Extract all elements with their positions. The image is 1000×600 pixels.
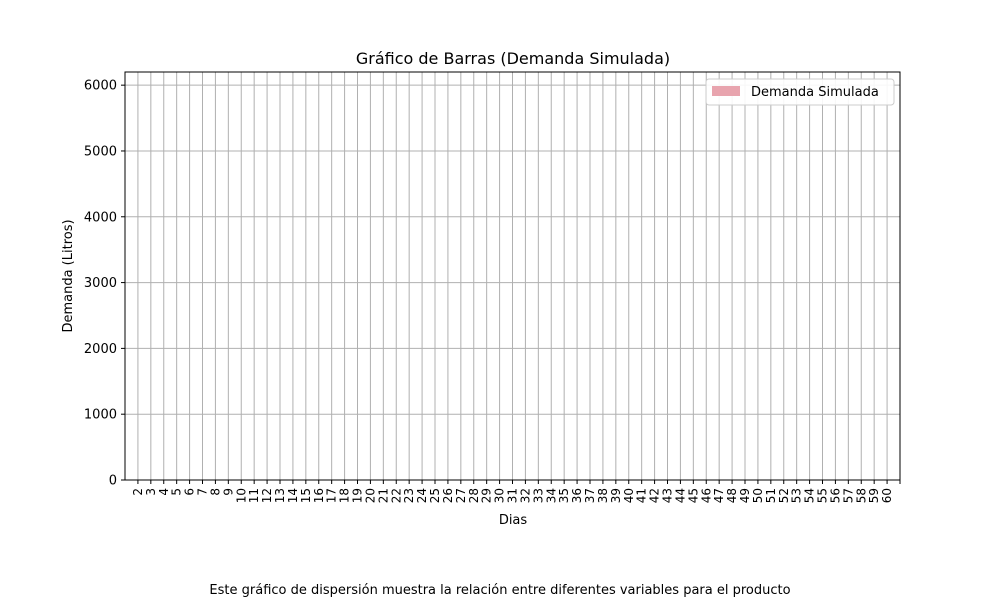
y-tick-label: 0 — [109, 474, 117, 489]
x-tick-label: 37 — [583, 488, 597, 503]
x-tick-label: 32 — [518, 488, 532, 503]
x-tick-label: 45 — [686, 488, 700, 503]
y-tick-label: 2000 — [84, 342, 117, 357]
x-tick-label: 52 — [777, 488, 791, 503]
x-tick-label: 10 — [234, 488, 248, 503]
x-tick-label: 9 — [221, 488, 235, 496]
x-tick-label: 44 — [673, 488, 687, 503]
x-tick-label: 8 — [208, 488, 222, 496]
bar-chart: Gráfico de Barras (Demanda Simulada) 0 10… — [61, 49, 901, 528]
x-tick-label: 51 — [764, 488, 778, 503]
x-tick-label: 36 — [570, 488, 584, 503]
x-tick-label: 56 — [828, 488, 842, 503]
y-tick-label: 1000 — [84, 408, 117, 423]
x-tick-label: 41 — [635, 488, 649, 503]
x-tick-label: 42 — [648, 488, 662, 503]
x-tick-label: 60 — [880, 488, 894, 503]
chart-title: Gráfico de Barras (Demanda Simulada) — [356, 49, 670, 68]
chart-caption: Este gráfico de dispersión muestra la re… — [209, 583, 791, 598]
x-tick-label: 28 — [467, 488, 481, 503]
x-tick-label: 48 — [725, 488, 739, 503]
x-tick-label: 14 — [286, 488, 300, 503]
x-tick-label: 57 — [841, 488, 855, 503]
x-tick-label: 49 — [738, 488, 752, 503]
x-tick-label: 2 — [131, 488, 145, 496]
x-tick-label: 22 — [389, 488, 403, 503]
x-tick-label: 3 — [144, 488, 158, 496]
x-tick-label: 13 — [273, 488, 287, 503]
x-tick-label: 25 — [428, 488, 442, 503]
x-tick-label: 16 — [312, 488, 326, 503]
legend-swatch — [712, 86, 740, 96]
x-tick-label: 6 — [183, 488, 197, 496]
x-tick-label: 30 — [493, 488, 507, 503]
x-tick-label: 31 — [506, 488, 520, 503]
x-tick-label: 11 — [247, 488, 261, 503]
x-tick-label: 15 — [299, 488, 313, 503]
x-tick-label: 38 — [596, 488, 610, 503]
legend-frame — [705, 78, 895, 106]
x-tick-label: 34 — [544, 488, 558, 503]
x-tick-label: 50 — [751, 488, 765, 503]
x-tick-label: 21 — [376, 488, 390, 503]
y-tick-label: 6000 — [84, 79, 117, 94]
x-axis-ticks: 2345678910111213141516171819202122232425… — [131, 480, 901, 503]
x-tick-label: 7 — [196, 488, 210, 496]
x-axis-label: Dias — [499, 513, 528, 528]
x-tick-label: 18 — [338, 488, 352, 503]
x-tick-label: 26 — [441, 488, 455, 503]
x-tick-label: 20 — [363, 488, 377, 503]
x-tick-label: 29 — [480, 488, 494, 503]
x-tick-label: 55 — [816, 488, 830, 503]
x-tick-label: 19 — [351, 488, 365, 503]
x-tick-label: 46 — [699, 488, 713, 503]
x-tick-label: 58 — [854, 488, 868, 503]
x-tick-label: 27 — [454, 488, 468, 503]
x-tick-label: 4 — [157, 488, 171, 496]
x-tick-label: 33 — [531, 488, 545, 503]
x-tick-label: 35 — [557, 488, 571, 503]
legend-label: Demanda Simulada — [751, 85, 879, 100]
x-tick-label: 5 — [170, 488, 184, 496]
y-axis-ticks: 0 1000 2000 3000 4000 5000 6000 — [84, 79, 125, 489]
y-tick-label: 3000 — [84, 276, 117, 291]
x-tick-label: 43 — [661, 488, 675, 503]
y-tick-label: 5000 — [84, 144, 117, 159]
x-tick-label: 23 — [402, 488, 416, 503]
x-tick-label: 40 — [622, 488, 636, 503]
grid-lines — [125, 72, 900, 481]
x-tick-label: 47 — [712, 488, 726, 503]
legend: Demanda Simulada — [705, 78, 895, 106]
x-tick-label: 24 — [415, 488, 429, 503]
x-tick-label: 59 — [867, 488, 881, 503]
x-tick-label: 12 — [260, 488, 274, 503]
x-tick-label: 54 — [803, 488, 817, 503]
y-axis-label: Demanda (Litros) — [61, 219, 76, 332]
x-tick-label: 39 — [609, 488, 623, 503]
y-tick-label: 4000 — [84, 210, 117, 225]
x-tick-label: 53 — [790, 488, 804, 503]
x-tick-label: 17 — [325, 488, 339, 503]
